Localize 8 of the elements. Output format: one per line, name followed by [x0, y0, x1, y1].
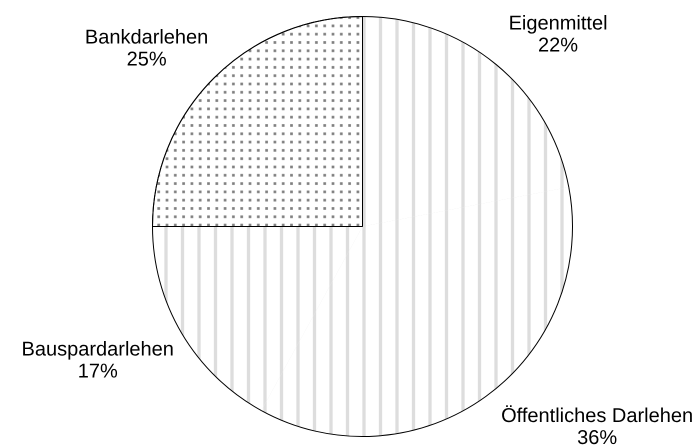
data-label: 22%: [538, 34, 578, 57]
data-label: 36%: [577, 426, 618, 448]
slice-label: Bankdarlehen: [84, 26, 208, 49]
slice-label: Öffentliches Darlehen: [501, 404, 694, 427]
data-label: 17%: [78, 360, 118, 383]
data-label: 25%: [126, 48, 167, 71]
slice-label: Bauspardarlehen: [22, 338, 174, 361]
slice-label: Eigenmittel: [508, 12, 608, 35]
